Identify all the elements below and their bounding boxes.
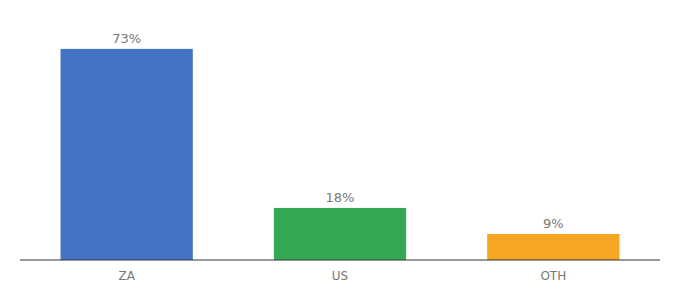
data-label: 9%: [543, 216, 564, 231]
x-tick-label: ZA: [118, 269, 135, 283]
bar: [61, 49, 193, 260]
chart: 73% 18% 9% ZA US OTH: [0, 0, 680, 300]
bar: [274, 208, 406, 260]
x-axis-line: [20, 260, 660, 261]
bar: [487, 234, 619, 260]
data-label: 73%: [112, 31, 141, 46]
data-labels: 73% 18% 9%: [112, 31, 563, 231]
x-tick-label: OTH: [540, 269, 566, 283]
bars: [61, 49, 620, 260]
data-label: 18%: [326, 190, 355, 205]
x-tick-label: US: [332, 269, 348, 283]
chart-container: 73% 18% 9% ZA US OTH: [0, 0, 680, 300]
x-tick-labels: ZA US OTH: [118, 269, 566, 283]
